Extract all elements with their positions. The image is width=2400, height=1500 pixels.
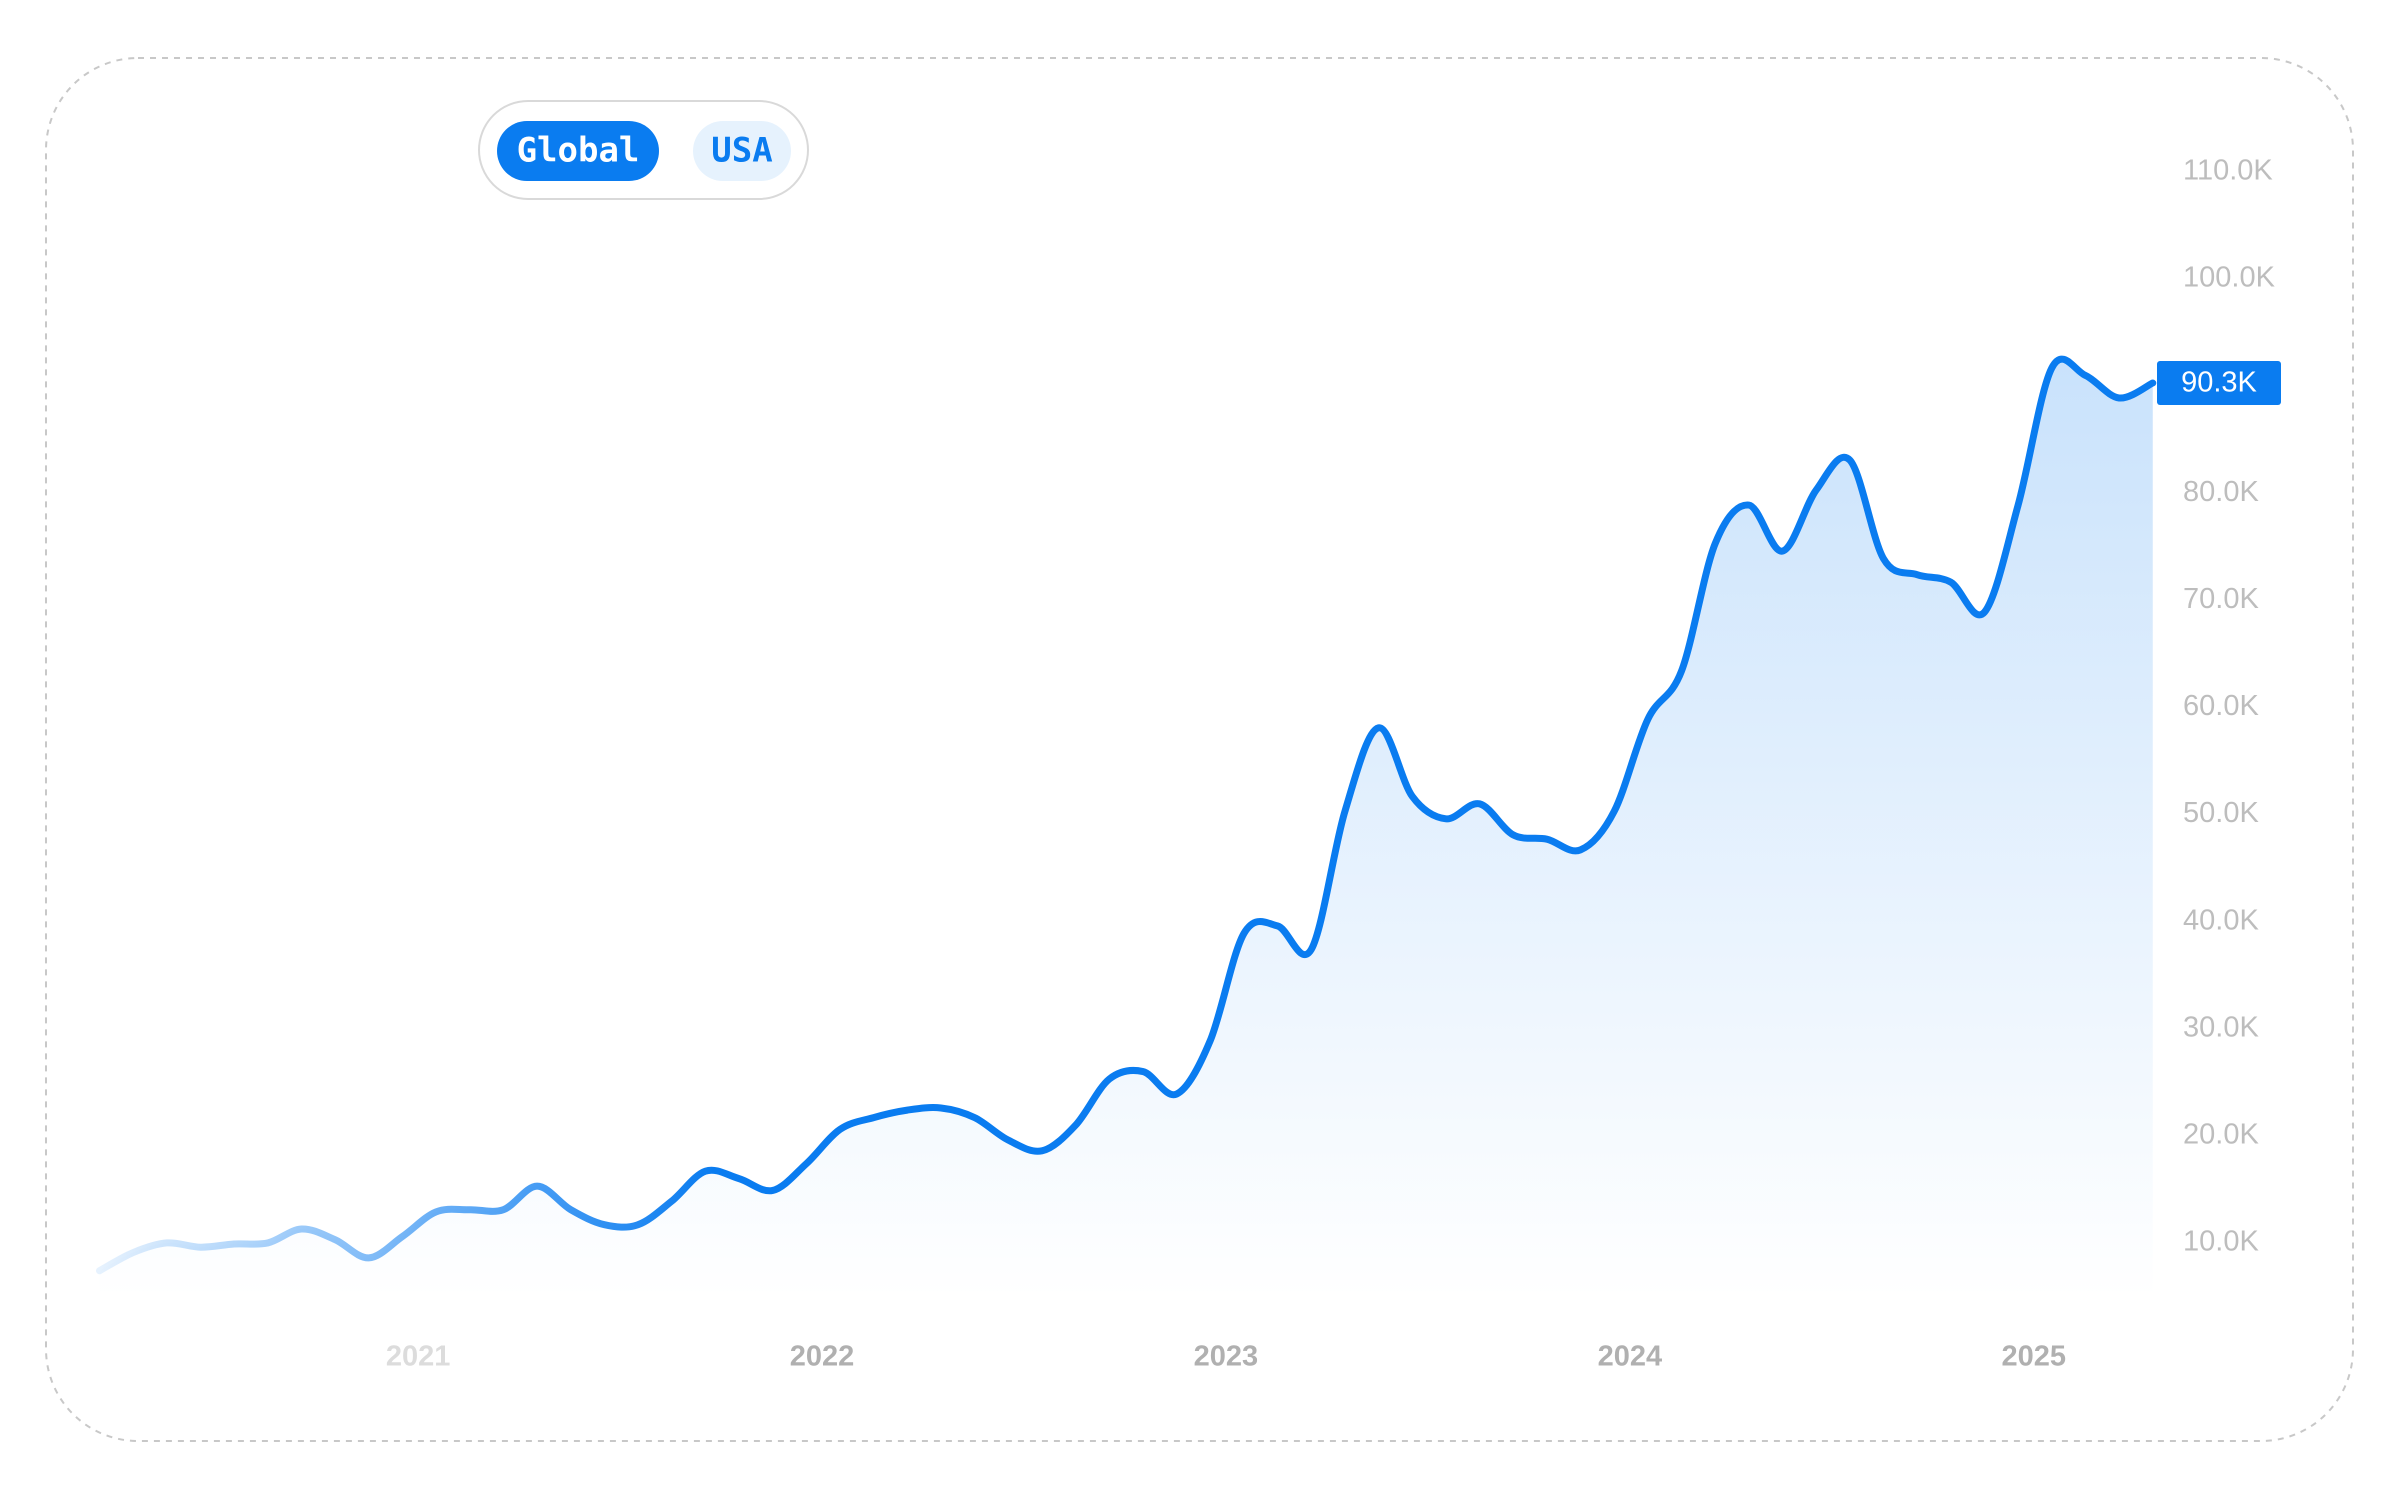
y-tick-label: 50.0K — [2183, 797, 2259, 829]
y-tick-label: 70.0K — [2183, 583, 2259, 615]
toggle-label[interactable]: USA — [711, 131, 772, 171]
toggle-button[interactable]: Global — [497, 121, 659, 181]
y-tick-label: 60.0K — [2183, 690, 2259, 722]
toggle-button[interactable]: USA — [693, 121, 791, 181]
area-fill — [99, 359, 2153, 1300]
reference-label-box — [2157, 360, 2281, 405]
reference-label: 90.3K — [2181, 367, 2257, 399]
x-tick-label: 2021 — [386, 1341, 451, 1373]
x-tick-label: 2024 — [1598, 1341, 1663, 1373]
y-tick-label: 10.0K — [2183, 1226, 2259, 1258]
y-tick-label: 80.0K — [2183, 476, 2259, 508]
y-tick-label: 100.0K — [2183, 262, 2276, 294]
toggle-pill[interactable] — [693, 121, 791, 181]
y-tick-label: 40.0K — [2183, 904, 2259, 936]
x-tick-label: 2023 — [1194, 1341, 1259, 1373]
y-tick-label: 110.0K — [2183, 155, 2273, 187]
plot: 10.0K 20.0K 30.0K 40.0K 50.0K 60.0K 70.0K 80.0K… — [96, 155, 2281, 1373]
region-toggle: Global USA — [497, 121, 791, 181]
toggle-label[interactable]: Global — [517, 131, 640, 171]
y-tick-label: 20.0K — [2183, 1118, 2259, 1150]
line — [96, 355, 2157, 1275]
x-tick-label: 2022 — [790, 1341, 855, 1373]
y-tick-label: 30.0K — [2183, 1011, 2259, 1043]
toggle-pill[interactable] — [497, 121, 659, 181]
x-tick-label: 2025 — [2002, 1341, 2067, 1373]
